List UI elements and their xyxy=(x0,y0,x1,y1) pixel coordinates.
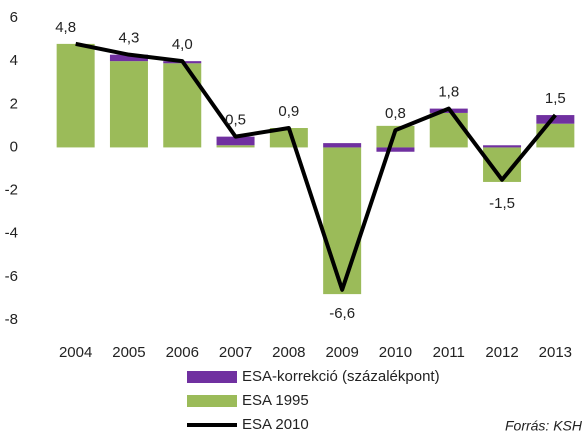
data-label: -1,5 xyxy=(489,195,515,212)
legend-label: ESA-korrekció (százalékpont) xyxy=(242,368,440,385)
x-tick-label: 2007 xyxy=(219,344,252,361)
x-tick-label: 2006 xyxy=(166,344,199,361)
bar xyxy=(163,63,202,148)
x-tick-label: 2005 xyxy=(112,344,145,361)
data-label: 4,0 xyxy=(172,36,193,53)
x-tick-label: 2013 xyxy=(539,344,572,361)
x-tick-label: 2010 xyxy=(379,344,412,361)
data-label: -6,6 xyxy=(329,305,355,322)
legend-swatch xyxy=(187,371,237,383)
y-tick-label: 0 xyxy=(10,138,18,155)
y-tick-label: -8 xyxy=(5,311,18,328)
data-label: 0,9 xyxy=(278,103,299,120)
data-label: 4,8 xyxy=(55,19,76,36)
bar xyxy=(269,128,308,148)
bar xyxy=(216,145,255,148)
data-label: 1,5 xyxy=(545,90,566,107)
bar xyxy=(323,143,362,148)
data-label: 4,3 xyxy=(119,30,140,47)
data-label: 0,5 xyxy=(225,112,246,129)
y-tick-label: 4 xyxy=(10,52,18,69)
bar xyxy=(323,147,362,295)
legend-label: ESA 1995 xyxy=(242,392,309,409)
x-tick-label: 2004 xyxy=(59,344,92,361)
bar xyxy=(109,54,148,62)
data-label: 0,8 xyxy=(385,105,406,122)
bar xyxy=(216,136,255,146)
x-tick-label: 2009 xyxy=(325,344,358,361)
bar xyxy=(536,115,575,124)
y-tick-label: -6 xyxy=(5,268,18,285)
y-tick-label: -2 xyxy=(5,182,18,199)
y-tick-label: 6 xyxy=(10,9,18,26)
y-tick-label: -4 xyxy=(5,225,18,242)
line xyxy=(75,41,557,292)
bar xyxy=(376,125,415,148)
x-tick-label: 2012 xyxy=(485,344,518,361)
bar xyxy=(483,145,522,148)
bar xyxy=(429,112,468,148)
bar xyxy=(56,43,95,148)
bar xyxy=(109,61,148,148)
legend-label: ESA 2010 xyxy=(242,416,309,433)
data-label: 1,8 xyxy=(438,84,459,101)
y-tick-label: 2 xyxy=(10,95,18,112)
bar xyxy=(536,123,575,148)
bar xyxy=(376,147,415,152)
legend-swatch xyxy=(187,395,237,407)
x-tick-label: 2008 xyxy=(272,344,305,361)
x-tick-label: 2011 xyxy=(433,344,465,361)
source: Forrás: KSH xyxy=(505,418,583,434)
